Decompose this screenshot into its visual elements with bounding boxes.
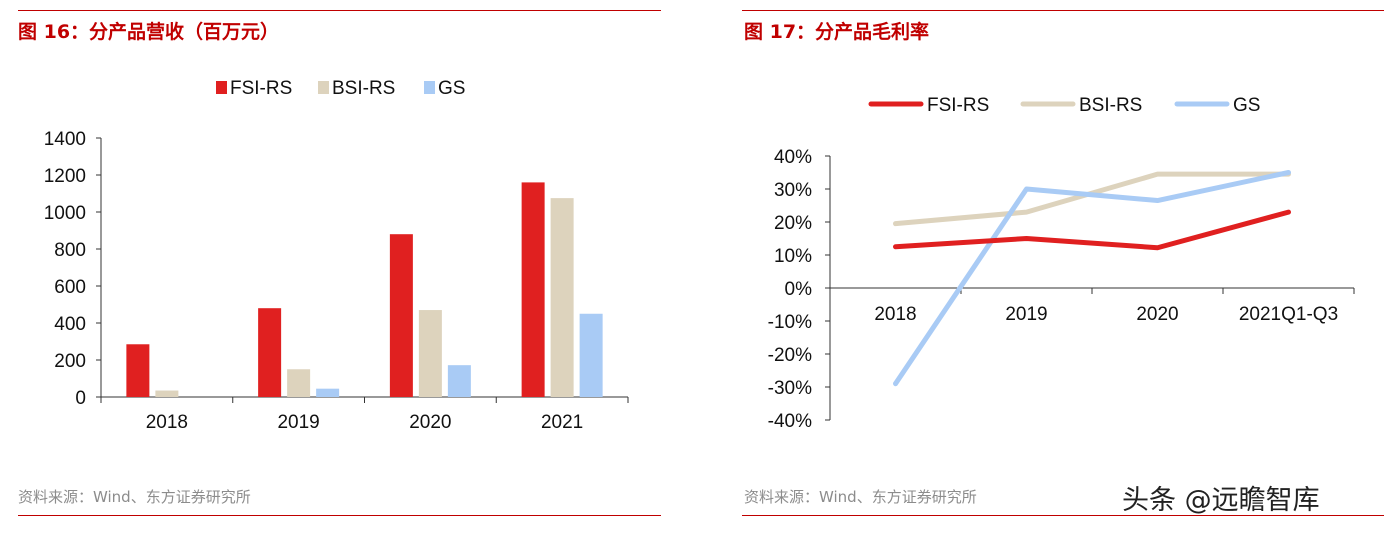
line-y-tick-label: -10% xyxy=(768,312,812,333)
bar-fsi-rs-2020 xyxy=(389,234,413,397)
bar-x-tick-label: 2020 xyxy=(409,412,451,433)
line-series-gs xyxy=(893,170,1291,387)
right-figure-title: 图 17：分产品毛利率 xyxy=(744,21,930,43)
bar-x-tick-label: 2019 xyxy=(277,412,319,433)
right-source-note: 资料来源：Wind、东方证券研究所 xyxy=(744,488,977,506)
line-series-fsi-rs xyxy=(893,209,1291,251)
left-top-rule xyxy=(18,10,661,11)
bar-gs-2020 xyxy=(447,365,471,397)
left-figure-title: 图 16：分产品营收（百万元） xyxy=(18,21,280,43)
bar-legend-swatch-fsi-rs xyxy=(216,81,227,94)
bar-bsi-rs-2018 xyxy=(155,390,179,397)
right-top-rule xyxy=(742,10,1384,11)
line-y-tick-label: 20% xyxy=(774,213,812,234)
bar-bsi-rs-2020 xyxy=(418,310,442,397)
line-x-tick-label: 2019 xyxy=(1005,304,1047,325)
left-source-note: 资料来源：Wind、东方证券研究所 xyxy=(18,488,251,506)
line-legend-label-gs: GS xyxy=(1233,95,1260,116)
line-series-bsi-rs xyxy=(893,171,1291,227)
line-y-tick-label: 10% xyxy=(774,246,812,267)
bar-y-tick-label: 1200 xyxy=(44,166,86,187)
bar-gs-2021 xyxy=(579,313,603,397)
line-x-tick-label: 2021Q1-Q3 xyxy=(1239,304,1338,325)
line-y-tick-label: -20% xyxy=(768,345,812,366)
bar-legend-label-fsi-rs: FSI-RS xyxy=(230,78,292,99)
watermark: 头条 @远瞻智库 xyxy=(1122,485,1320,516)
line-y-tick-label: -30% xyxy=(768,378,812,399)
bar-x-tick-label: 2021 xyxy=(541,412,583,433)
bar-y-tick-label: 0 xyxy=(75,388,86,409)
bar-bsi-rs-2019 xyxy=(287,369,311,397)
line-y-tick-label: 30% xyxy=(774,180,812,201)
right-bottom-rule xyxy=(742,515,1384,516)
line-legend-label-bsi-rs: BSI-RS xyxy=(1079,95,1142,116)
bar-y-tick-label: 800 xyxy=(54,240,86,261)
bar-y-tick-label: 200 xyxy=(54,351,86,372)
bar-legend-swatch-gs xyxy=(424,81,435,94)
bar-legend-label-bsi-rs: BSI-RS xyxy=(332,78,395,99)
line-x-tick-label: 2020 xyxy=(1136,304,1178,325)
bar-y-tick-label: 400 xyxy=(54,314,86,335)
bar-fsi-rs-2018 xyxy=(126,344,150,397)
bar-y-tick-label: 600 xyxy=(54,277,86,298)
line-legend-label-fsi-rs: FSI-RS xyxy=(927,95,989,116)
bar-y-tick-label: 1400 xyxy=(44,129,86,150)
line-y-tick-label: 40% xyxy=(774,147,812,168)
bar-y-tick-label: 1000 xyxy=(44,203,86,224)
bar-legend-swatch-bsi-rs xyxy=(318,81,329,94)
bar-legend-label-gs: GS xyxy=(438,78,465,99)
line-y-tick-label: -40% xyxy=(768,411,812,432)
bar-x-tick-label: 2018 xyxy=(146,412,188,433)
bar-gs-2019 xyxy=(316,388,340,397)
line-x-tick-label: 2018 xyxy=(874,304,916,325)
bar-fsi-rs-2021 xyxy=(521,182,545,397)
bar-bsi-rs-2021 xyxy=(550,198,574,397)
bar-fsi-rs-2019 xyxy=(258,308,282,397)
line-y-tick-label: 0% xyxy=(785,279,813,300)
left-bottom-rule xyxy=(18,515,661,516)
